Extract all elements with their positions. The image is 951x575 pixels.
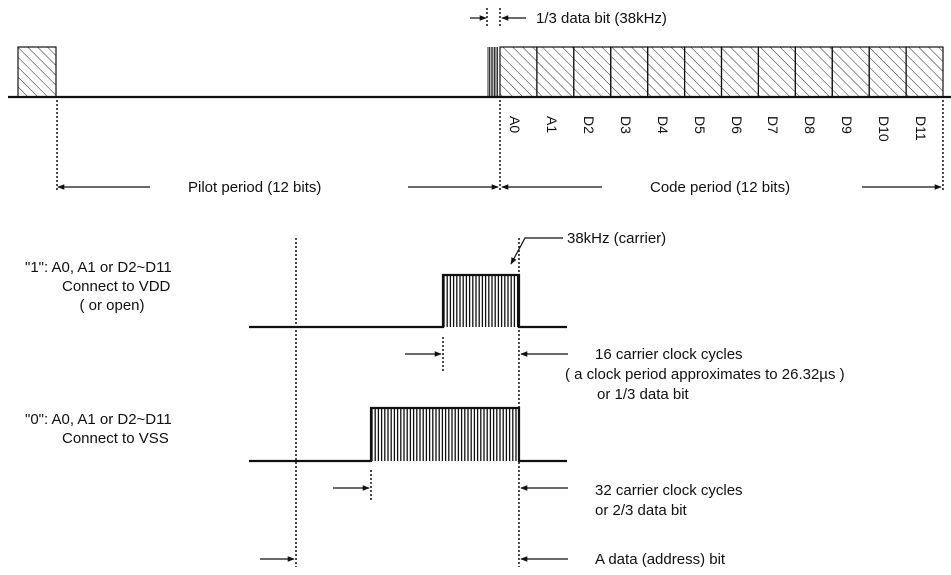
cycles16-label-line1: 16 carrier clock cycles (595, 346, 743, 363)
code-bit-block (794, 46, 833, 98)
bit-label-d5: D5 (691, 116, 708, 134)
cycles32-label-line1: 32 carrier clock cycles (595, 482, 743, 499)
bit-zero-desc-line1: "0": A0, A1 or D2~D11 (25, 411, 172, 428)
bit-zero-carrier-burst (371, 408, 517, 461)
bit-one-signal (249, 273, 567, 329)
carrier-pointer-line (510, 237, 563, 265)
cycles16-label-line3: or 1/3 data bit (597, 386, 689, 403)
code-bit-block (499, 46, 538, 98)
bit-label-d4: D4 (654, 116, 671, 134)
code-bit-block (647, 46, 686, 98)
code-period-label: Code period (12 bits) (650, 179, 791, 196)
code-bit-block (720, 46, 760, 98)
bit-label-d6: D6 (728, 116, 745, 134)
address-bit-label: A data (address) bit (595, 551, 726, 568)
code-bit-blocks (499, 46, 944, 98)
pilot-period-label: Pilot period (12 bits) (188, 179, 322, 196)
bit-one-carrier-burst (443, 275, 519, 327)
code-bit-block (536, 46, 575, 98)
carrier-label: 38kHz (carrier) (567, 230, 667, 247)
bit-label-d8: D8 (802, 116, 819, 134)
bit-one-desc-line3: ( or open) (79, 297, 145, 314)
code-bit-block (757, 46, 796, 98)
bit-zero-waveform (249, 406, 567, 463)
bit-one-desc-line1: "1": A0, A1 or D2~D11 (25, 259, 172, 276)
bit-label-a1: A1 (543, 116, 560, 134)
bit-label-a0: A0 (507, 116, 523, 134)
top-waveform (8, 46, 951, 99)
bit-label-d2: D2 (580, 116, 597, 134)
pilot-start-pulse (17, 46, 57, 98)
code-bit-block (868, 46, 907, 98)
bit-label-d11: D11 (913, 116, 930, 141)
code-bit-block (610, 46, 649, 98)
bit-label-d7: D7 (765, 116, 782, 134)
bit-label-d9: D9 (839, 116, 856, 134)
bit-label-d3: D3 (617, 116, 634, 134)
code-bit-block (683, 46, 723, 98)
third-bit-carrier-burst (487, 47, 499, 97)
third-bit-label: 1/3 data bit (38kHz) (536, 10, 667, 27)
cycles16-label-line2: ( a clock period approximates to 26.32µs… (565, 366, 845, 383)
code-bit-block (905, 46, 944, 98)
bit-label-d10: D10 (876, 116, 893, 142)
cycles32-label-line2: or 2/3 data bit (595, 502, 687, 519)
code-bit-block (573, 46, 612, 98)
bit-one-waveform (249, 273, 567, 329)
code-bit-block (831, 46, 870, 98)
bit-one-desc-line2: Connect to VDD (62, 278, 171, 295)
bit-zero-desc-line2: Connect to VSS (62, 430, 169, 447)
